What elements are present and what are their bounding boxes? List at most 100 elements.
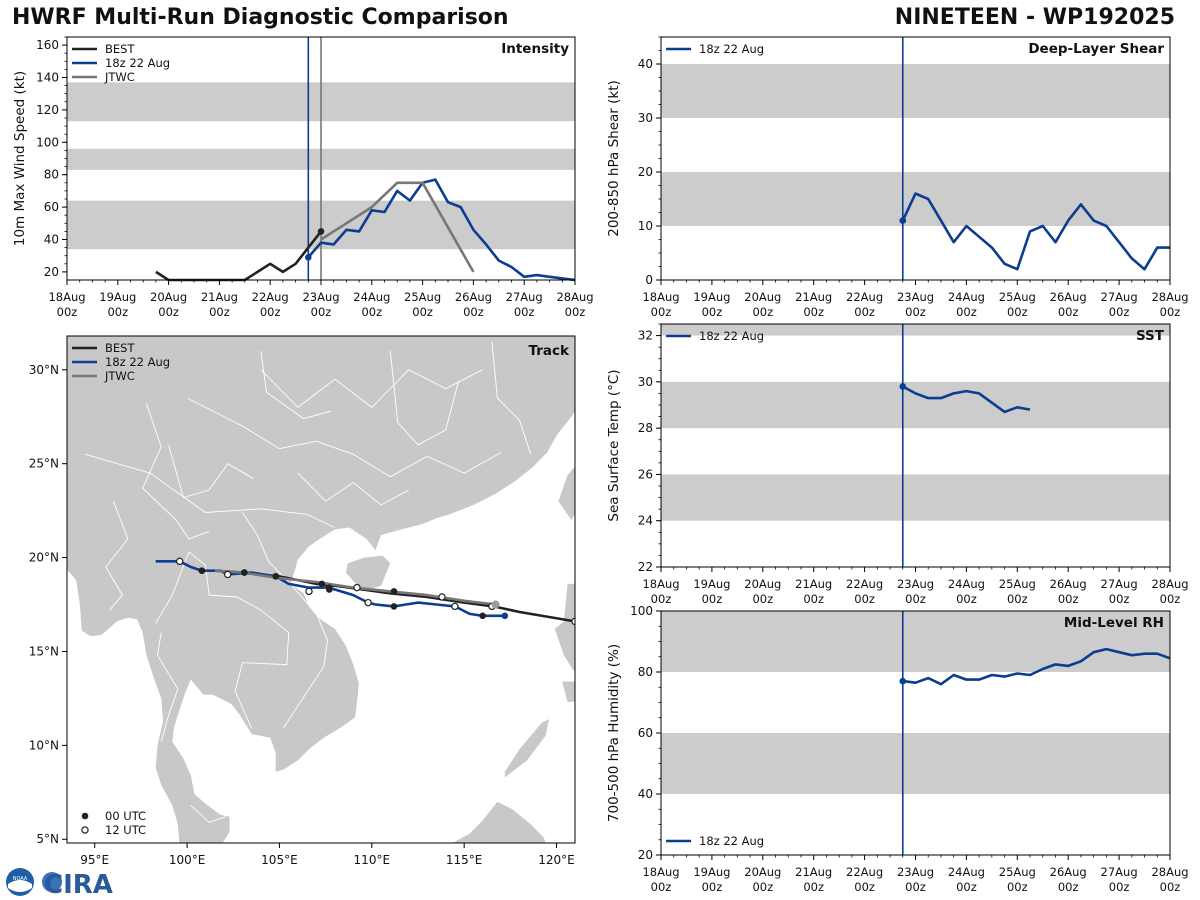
shear-xtick-label-8: 26Aug	[1050, 290, 1087, 304]
rh-xtick-label-5: 23Aug	[897, 865, 934, 879]
map-border-11	[260, 350, 332, 420]
intensity-xtick-sublabel-0: 00z	[57, 305, 78, 319]
intensity-xtick-label-5: 23Aug	[302, 290, 339, 304]
sst-ytick-label-0: 22	[638, 560, 653, 574]
shear-ytick-label-3: 30	[638, 111, 653, 125]
rh-ylabel: 700-500 hPa Humidity (%)	[606, 644, 622, 822]
sst-ylabel: Sea Surface Temp (°C)	[606, 369, 622, 521]
shear-panel: 01020304018Aug00z19Aug00z20Aug00z21Aug00…	[606, 36, 1189, 319]
map-border-9	[186, 397, 502, 478]
shear-xtick-sublabel-1: 00z	[702, 305, 723, 319]
sst-xtick-sublabel-1: 00z	[702, 592, 723, 606]
track-legend-marker-label-1: 12 UTC	[105, 823, 146, 837]
shear-xtick-label-2: 20Aug	[744, 290, 781, 304]
rh-xtick-label-3: 21Aug	[795, 865, 832, 879]
track-ytick-label-4: 25°N	[29, 457, 59, 471]
track-legend-marker-00	[81, 812, 89, 820]
shear-xtick-sublabel-3: 00z	[803, 305, 824, 319]
sst-frame	[660, 323, 1171, 568]
sst-xtick-sublabel-8: 00z	[1058, 592, 1079, 606]
shear-xtick-label-4: 22Aug	[846, 290, 883, 304]
intensity-xtick-sublabel-8: 00z	[463, 305, 484, 319]
intensity-ytick-label-4: 100	[36, 135, 59, 149]
map-border-7	[190, 805, 227, 823]
sst-band-0	[661, 474, 1170, 521]
globe-icon	[42, 872, 62, 892]
sst-panel: 22242628303218Aug00z19Aug00z20Aug00z21Au…	[606, 323, 1189, 606]
noaa-seal-text: NOAA	[13, 876, 28, 882]
sst-band-2	[661, 324, 1170, 336]
sst-xtick-label-5: 23Aug	[897, 577, 934, 591]
rh-series-0-start-point	[899, 677, 907, 685]
sst-xtick-sublabel-3: 00z	[803, 592, 824, 606]
intensity-xtick-sublabel-5: 00z	[311, 305, 332, 319]
intensity-ytick-label-6: 140	[36, 71, 59, 85]
sst-ytick-label-4: 30	[638, 375, 653, 389]
track-best-point-12	[438, 593, 446, 601]
rh-xtick-label-8: 26Aug	[1050, 865, 1087, 879]
shear-xtick-sublabel-5: 00z	[905, 305, 926, 319]
track-run-point-12	[364, 598, 372, 607]
map-border-15	[168, 444, 254, 499]
rh-xtick-sublabel-3: 00z	[803, 880, 824, 894]
shear-xtick-sublabel-10: 00z	[1160, 305, 1181, 319]
intensity-xtick-label-3: 21Aug	[201, 290, 238, 304]
shear-legend-label-0: 18z 22 Aug	[699, 42, 764, 56]
sst-xtick-sublabel-6: 00z	[956, 592, 977, 606]
intensity-legend-label-0: BEST	[105, 42, 135, 56]
rh-xtick-label-2: 20Aug	[744, 865, 781, 879]
map-border-2	[188, 551, 290, 692]
track-run-point-00	[241, 569, 248, 576]
track-legend-marker-12	[81, 826, 89, 834]
intensity-xtick-sublabel-2: 00z	[158, 305, 179, 319]
shear-xtick-label-1: 19Aug	[693, 290, 730, 304]
map-border-3	[234, 690, 253, 729]
sst-legend-label-0: 18z 22 Aug	[699, 329, 764, 343]
cira-logo: NOAA CIRA	[6, 868, 113, 898]
track-ytick-label-3: 20°N	[29, 551, 59, 565]
map-land-andaman	[50, 683, 57, 717]
intensity-xtick-sublabel-6: 00z	[361, 305, 382, 319]
shear-title: Deep-Layer Shear	[1028, 41, 1164, 57]
rh-xtick-label-0: 18Aug	[642, 865, 679, 879]
sst-ytick-label-1: 24	[638, 514, 653, 528]
rh-xtick-sublabel-1: 00z	[702, 880, 723, 894]
track-xtick-label-5: 120°E	[538, 853, 575, 867]
intensity-series-1	[307, 178, 576, 282]
sst-xtick-sublabel-5: 00z	[905, 592, 926, 606]
map-land-luzon	[554, 583, 575, 671]
shear-xtick-sublabel-7: 00z	[1007, 305, 1028, 319]
track-title: Track	[529, 343, 570, 359]
map-border-0	[85, 453, 336, 528]
track-run-point-12	[175, 557, 184, 566]
intensity-xtick-label-6: 24Aug	[353, 290, 390, 304]
shear-xtick-sublabel-6: 00z	[956, 305, 977, 319]
intensity-legend-label-1: 18z 22 Aug	[105, 56, 170, 70]
track-best-point-00	[479, 612, 486, 620]
track-best-point-12	[571, 617, 575, 626]
track-ytick-label-5: 30°N	[29, 363, 59, 377]
shear-xtick-label-7: 25Aug	[999, 290, 1036, 304]
intensity-ytick-label-0: 20	[44, 265, 59, 279]
intensity-xtick-label-2: 20Aug	[150, 290, 187, 304]
sst-xtick-label-9: 27Aug	[1101, 577, 1138, 591]
rh-xtick-sublabel-0: 00z	[651, 880, 672, 894]
intensity-ytick-label-7: 160	[36, 38, 59, 52]
sst-xtick-label-8: 26Aug	[1050, 577, 1087, 591]
rh-series-0	[902, 647, 1171, 686]
intensity-xtick-sublabel-4: 00z	[260, 305, 281, 319]
track-ytick-label-2: 15°N	[29, 644, 59, 658]
sst-xtick-sublabel-7: 00z	[1007, 592, 1028, 606]
intensity-series-2	[320, 181, 475, 273]
shear-xtick-sublabel-4: 00z	[854, 305, 875, 319]
intensity-title: Intensity	[501, 41, 569, 57]
rh-ytick-label-2: 60	[638, 726, 653, 740]
sst-xtick-sublabel-2: 00z	[752, 592, 773, 606]
map-land-taiwan	[558, 466, 575, 520]
intensity-legend-label-2: JTWC	[104, 70, 135, 84]
intensity-ytick-label-2: 60	[44, 200, 59, 214]
sst-xtick-sublabel-10: 00z	[1160, 592, 1181, 606]
shear-xtick-label-9: 27Aug	[1101, 290, 1138, 304]
map-border-8	[260, 369, 483, 408]
track-run-point-12	[451, 602, 459, 611]
